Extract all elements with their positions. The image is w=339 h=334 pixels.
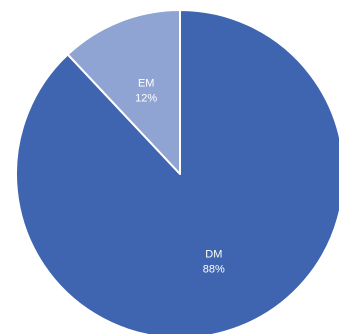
slice-value-label: 88% — [203, 263, 225, 275]
data-label-em: EM 12% — [135, 78, 157, 105]
slice-name-label: DM — [205, 248, 222, 260]
slice-value-label: 12% — [135, 93, 157, 105]
data-label-dm: DM 88% — [203, 248, 225, 275]
pie-slice-em — [66, 9, 181, 175]
slice-name-label: EM — [138, 78, 155, 90]
